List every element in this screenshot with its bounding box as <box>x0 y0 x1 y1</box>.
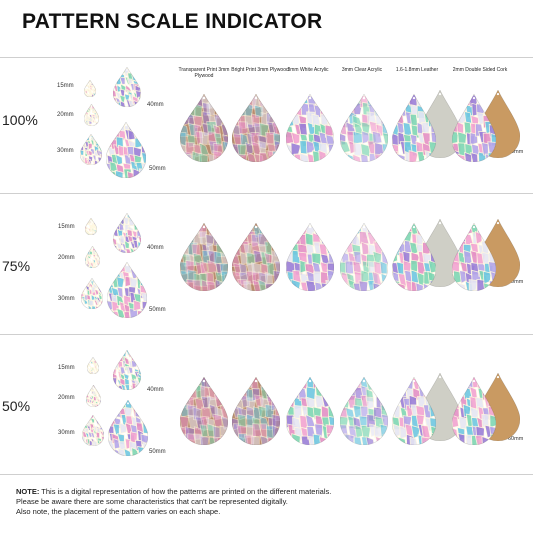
divider <box>0 193 533 194</box>
size-label: 30mm <box>58 296 75 302</box>
size-label: 50mm <box>149 449 166 455</box>
material-header: 3mm Clear Acrylic <box>341 67 383 73</box>
size-label: 20mm <box>58 255 75 261</box>
earring-swatch <box>81 278 103 309</box>
earring-swatch <box>392 377 436 445</box>
earring-swatch <box>392 223 436 291</box>
divider <box>0 57 533 58</box>
earring-swatch <box>106 122 146 178</box>
size-label: 15mm <box>58 365 75 371</box>
earring-swatch <box>113 213 141 253</box>
note-line-3: Also note, the placement of the pattern … <box>16 507 221 516</box>
size-label: 40mm <box>147 245 164 251</box>
material-header: 2mm Double Sided Cork <box>452 67 508 73</box>
size-label: 40mm <box>147 387 164 393</box>
earring-swatch <box>452 223 496 291</box>
earring-swatch <box>286 377 334 445</box>
earring-swatch <box>82 415 104 446</box>
page-title: PATTERN SCALE INDICATOR <box>22 10 323 33</box>
material-header: Transparent Print 3mm Plywood <box>178 67 230 79</box>
earring-swatch <box>108 400 148 456</box>
material-header: 3mm White Acrylic <box>287 67 329 73</box>
earring-swatch <box>86 385 101 407</box>
material-header: Bright Print 3mm Plywood <box>231 67 289 73</box>
earring-swatch <box>85 246 100 268</box>
size-label: 20mm <box>57 112 74 118</box>
earring-swatch <box>232 223 280 291</box>
size-label: 50mm <box>149 307 166 313</box>
earring-swatch <box>286 94 334 162</box>
size-label: 30mm <box>58 430 75 436</box>
earring-swatch <box>340 94 388 162</box>
earring-swatch <box>180 377 228 445</box>
scale-label: 100% <box>2 112 38 128</box>
earring-swatch <box>113 67 141 107</box>
earring-swatch <box>340 223 388 291</box>
size-label: 30mm <box>57 148 74 154</box>
dimension-label: 60mm <box>508 149 524 155</box>
earring-swatch <box>87 357 99 374</box>
earring-swatch <box>180 94 228 162</box>
earring-swatch <box>113 350 141 390</box>
size-label: 20mm <box>58 395 75 401</box>
earring-swatch <box>452 377 496 445</box>
earring-swatch <box>80 134 102 165</box>
earring-swatch <box>340 377 388 445</box>
earring-swatch <box>392 94 436 162</box>
earring-swatch <box>286 223 334 291</box>
earring-swatch <box>232 377 280 445</box>
earring-swatch <box>232 94 280 162</box>
scale-label: 50% <box>2 398 31 414</box>
earring-swatch <box>107 262 147 318</box>
scale-label: 75% <box>2 258 31 274</box>
note-line-2: Please be aware there are some character… <box>16 497 288 506</box>
note: NOTE: This is a digital representation o… <box>16 487 521 517</box>
note-line-1: This is a digital representation of how … <box>39 487 332 496</box>
size-label: 50mm <box>149 166 166 172</box>
size-label: 40mm <box>147 102 164 108</box>
size-label: 15mm <box>58 224 75 230</box>
divider <box>0 474 533 475</box>
note-label: NOTE: <box>16 487 40 496</box>
earring-swatch <box>452 94 496 162</box>
divider <box>0 334 533 335</box>
dimension-label: 60mm <box>508 436 524 442</box>
dimension-label: 60mm <box>508 279 524 285</box>
material-header: 1.6-1.8mm Leather <box>395 67 439 73</box>
earring-swatch <box>180 223 228 291</box>
earring-swatch <box>85 218 97 235</box>
earring-swatch <box>84 80 96 97</box>
size-label: 15mm <box>57 83 74 89</box>
earring-swatch <box>84 104 99 126</box>
